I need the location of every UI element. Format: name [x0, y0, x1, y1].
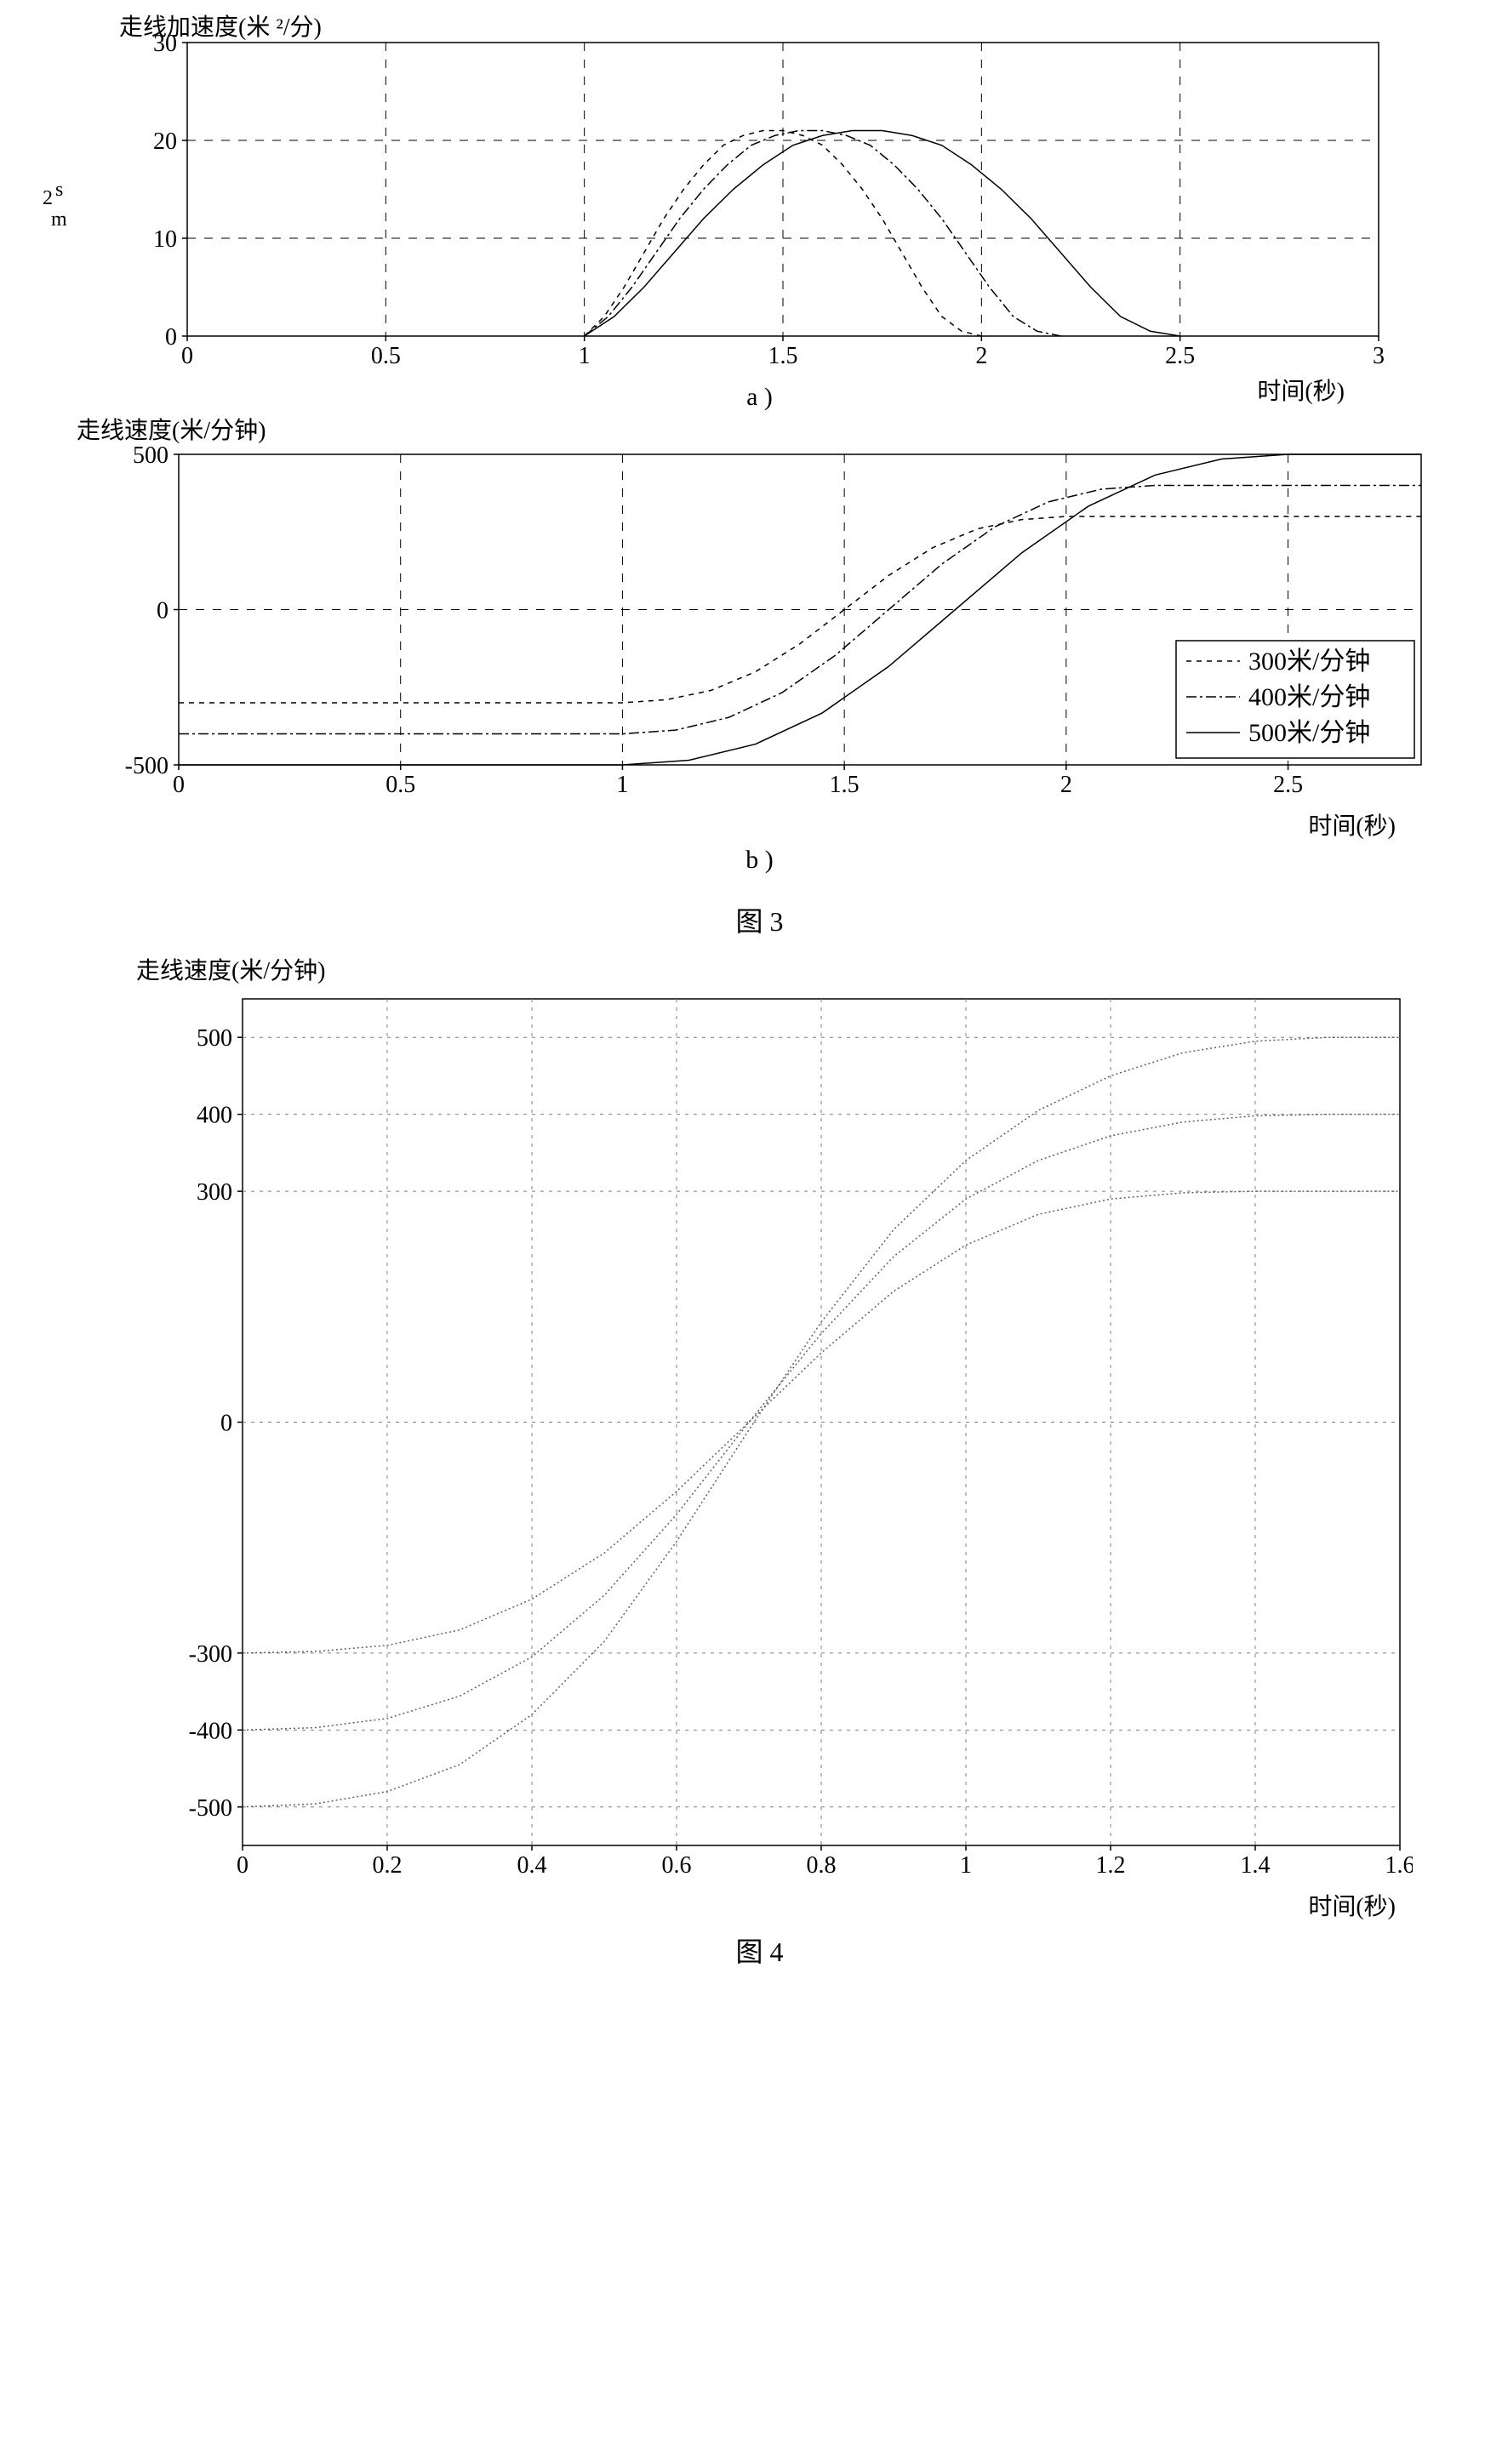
- svg-text:500米/分钟: 500米/分钟: [1248, 719, 1370, 747]
- chart-a-side-2: 2: [43, 187, 53, 210]
- svg-text:20: 20: [153, 128, 177, 155]
- svg-text:500: 500: [197, 1025, 232, 1052]
- svg-text:1.5: 1.5: [768, 343, 798, 369]
- chart-c-svg: -500 -400 -300 0 300 400 500 0 0.2 0.4 0.6 0.8 1 1.2 1…: [162, 990, 1413, 1884]
- svg-text:300: 300: [197, 1179, 232, 1206]
- svg-text:0: 0: [237, 1852, 248, 1879]
- svg-text:1.6: 1.6: [1385, 1852, 1414, 1879]
- chart-c-wrapper: 走线速度(米/分钟) -500-400-300030040050000.20.4…: [162, 990, 1413, 1884]
- svg-text:-400: -400: [189, 1718, 232, 1744]
- svg-text:10: 10: [153, 226, 177, 253]
- chart-b-container: 走线速度(米/分钟) -500050000.511.522.5300米/分钟40…: [17, 446, 1485, 939]
- svg-text:2: 2: [1060, 772, 1072, 798]
- svg-text:0: 0: [181, 343, 193, 369]
- fig3-label: 图 3: [17, 900, 1485, 939]
- chart-a-container: 走线加速度(米 ²/分) s 2 m 010203000.511.522.53 …: [17, 17, 1485, 412]
- chart-a-svg: 010203000.511.522.53: [119, 17, 1396, 374]
- svg-text:0: 0: [165, 324, 177, 351]
- svg-text:2.5: 2.5: [1273, 772, 1303, 798]
- svg-text:0.6: 0.6: [662, 1852, 692, 1879]
- chart-a-side-m: m: [51, 208, 67, 231]
- svg-text:0.8: 0.8: [807, 1852, 837, 1879]
- svg-text:1: 1: [960, 1852, 972, 1879]
- svg-text:0.4: 0.4: [517, 1852, 547, 1879]
- svg-text:-500: -500: [125, 753, 168, 779]
- svg-text:1.2: 1.2: [1096, 1852, 1126, 1879]
- svg-text:1: 1: [579, 343, 591, 369]
- svg-text:2: 2: [975, 343, 987, 369]
- svg-text:0.5: 0.5: [371, 343, 401, 369]
- chart-b-wrapper: 走线速度(米/分钟) -500050000.511.522.5300米/分钟40…: [102, 446, 1430, 803]
- svg-text:2.5: 2.5: [1165, 343, 1195, 369]
- chart-c-ylabel: 走线速度(米/分钟): [136, 952, 325, 986]
- svg-text:300米/分钟: 300米/分钟: [1248, 647, 1370, 676]
- svg-text:-300: -300: [189, 1641, 232, 1668]
- fig4-label: 图 4: [17, 1931, 1485, 1970]
- chart-a-xlabel: 时间(秒): [1257, 373, 1345, 407]
- chart-b-xlabel: 时间(秒): [1308, 807, 1396, 841]
- svg-text:400米/分钟: 400米/分钟: [1248, 683, 1370, 711]
- svg-text:0: 0: [157, 598, 168, 625]
- svg-text:0: 0: [220, 1411, 232, 1437]
- chart-b-ylabel: 走线速度(米/分钟): [77, 412, 266, 446]
- svg-text:400: 400: [197, 1103, 232, 1129]
- svg-text:0.5: 0.5: [386, 772, 415, 798]
- svg-text:3: 3: [1373, 343, 1385, 369]
- svg-text:-500: -500: [189, 1795, 232, 1822]
- svg-text:500: 500: [133, 446, 168, 469]
- svg-text:1.5: 1.5: [830, 772, 860, 798]
- svg-text:0: 0: [173, 772, 185, 798]
- chart-c-xlabel: 时间(秒): [1308, 1888, 1396, 1922]
- chart-c-container: 走线速度(米/分钟) -500-400-300030040050000.20.4…: [17, 990, 1485, 1970]
- chart-b-svg: -500050000.511.522.5300米/分钟400米/分钟500米/分…: [102, 446, 1430, 803]
- chart-b-sublabel: b ): [17, 846, 1485, 875]
- chart-a-wrapper: 走线加速度(米 ²/分) s 2 m 010203000.511.522.53 …: [119, 17, 1396, 374]
- chart-a-ylabel: 走线加速度(米 ²/分): [119, 9, 322, 43]
- svg-text:1: 1: [616, 772, 628, 798]
- chart-a-side-s: s: [55, 179, 63, 202]
- svg-text:1.4: 1.4: [1241, 1852, 1271, 1879]
- svg-text:0.2: 0.2: [373, 1852, 403, 1879]
